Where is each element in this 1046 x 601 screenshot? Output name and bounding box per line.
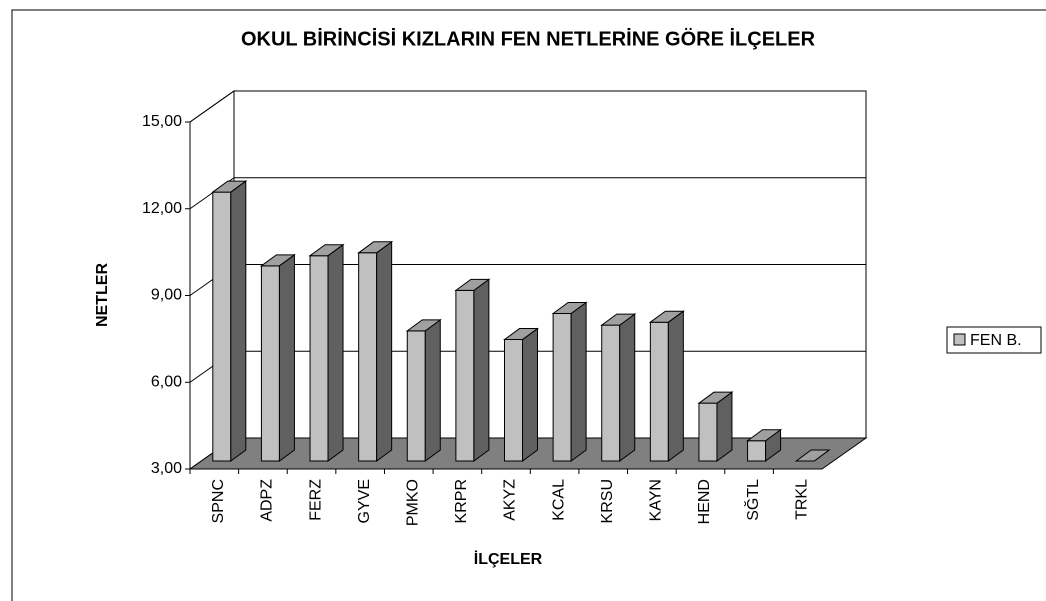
y-tick-label: 3,00	[151, 460, 182, 477]
bar	[746, 428, 783, 462]
chart-border	[11, 9, 1046, 601]
bar-side	[376, 240, 393, 462]
bar	[551, 301, 588, 462]
x-tick-label: KCAL	[550, 479, 567, 521]
bar	[454, 278, 491, 462]
x-tick-label: PMKO	[404, 479, 421, 526]
x-tick-label: FERZ	[307, 479, 324, 521]
bar-top	[502, 328, 540, 341]
bar-front	[309, 255, 329, 462]
bar	[357, 240, 394, 462]
legend-label: FEN B.	[970, 332, 1022, 349]
bar-front	[649, 321, 669, 462]
x-tick-label: SPNC	[210, 479, 227, 523]
x-tick-label: AKYZ	[502, 479, 519, 521]
legend	[946, 326, 1042, 354]
bar	[794, 449, 831, 462]
grid-line	[189, 90, 235, 123]
chart-title: OKUL BİRİNCİSİ KIZLARIN FEN NETLERİNE GÖ…	[241, 27, 816, 50]
bar	[259, 253, 296, 462]
x-axis-title: İLÇELER	[474, 550, 543, 568]
y-axis-title: NETLER	[94, 263, 111, 327]
x-tick-label: HEND	[696, 479, 713, 524]
bar-top	[697, 391, 734, 404]
bar-top	[405, 319, 442, 332]
y-tick-label: 12,00	[142, 200, 182, 217]
bar-side	[230, 180, 247, 462]
bar	[308, 243, 345, 462]
bar-top	[648, 310, 685, 323]
bar-top	[794, 449, 831, 462]
bar-top	[551, 302, 588, 315]
bar-side	[570, 301, 587, 462]
x-tick-label: KRSU	[599, 479, 616, 523]
y-tick-label: 9,00	[151, 287, 182, 304]
x-tick-label: KRPR	[453, 479, 470, 523]
y-tick-label: 15,00	[142, 113, 182, 130]
bar-front	[406, 330, 426, 462]
bar	[697, 391, 734, 462]
bar-front	[455, 289, 475, 462]
x-tick-label: SĞTL	[743, 479, 762, 521]
bar-top	[308, 244, 345, 257]
bar-front	[747, 440, 767, 462]
bar	[648, 310, 685, 462]
bar-front	[698, 402, 718, 462]
bar-top	[454, 278, 491, 291]
bar	[211, 180, 248, 462]
bar-top	[259, 254, 296, 267]
x-tick-label: KAYN	[648, 479, 665, 521]
x-tick-label: TRKL	[793, 479, 810, 520]
bar-top	[357, 241, 394, 254]
x-tick-label: ADPZ	[259, 479, 276, 522]
bar-side	[327, 243, 344, 462]
bar-front	[260, 265, 280, 462]
bar	[600, 313, 637, 462]
x-tick-label: GYVE	[356, 479, 373, 523]
bar-front	[358, 252, 378, 462]
bar-side	[278, 253, 295, 462]
bar-side	[667, 310, 684, 462]
bar-front	[212, 191, 232, 462]
bar-top	[746, 429, 783, 442]
bar-side	[473, 278, 490, 462]
bar-side	[716, 391, 733, 462]
bar-front	[601, 324, 621, 462]
bar-top	[600, 313, 637, 326]
y-tick-label: 6,00	[151, 373, 182, 390]
bar-side	[522, 327, 538, 462]
bar-side	[424, 318, 441, 462]
legend-swatch	[953, 333, 966, 346]
bar-top	[211, 180, 248, 193]
bar-front	[552, 313, 572, 462]
bar	[405, 318, 442, 462]
bar-side	[619, 313, 636, 462]
bar	[502, 327, 540, 462]
bar-front	[504, 339, 523, 462]
